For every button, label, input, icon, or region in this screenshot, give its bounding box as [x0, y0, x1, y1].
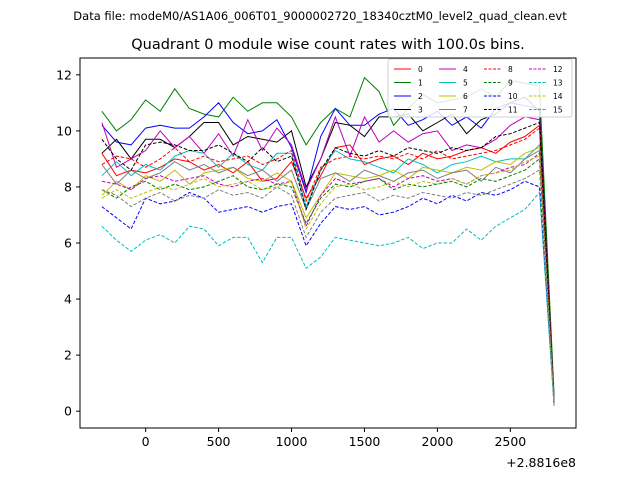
series-line-12	[101, 152, 555, 406]
legend-label-12: 12	[553, 65, 563, 74]
x-tick-label: 500	[207, 434, 231, 449]
y-tick-label: 6	[64, 236, 72, 251]
legend-label-3: 3	[418, 105, 423, 114]
series-line-11	[101, 121, 555, 406]
chart-suptitle: Data file: modeM0/AS1A06_006T01_90000027…	[73, 9, 567, 23]
series-line-0	[101, 124, 555, 403]
series-line-6	[101, 146, 555, 403]
y-tick-label: 0	[64, 404, 72, 419]
series-line-8	[101, 127, 555, 403]
legend-label-0: 0	[418, 65, 423, 74]
legend-label-8: 8	[508, 65, 513, 74]
legend-label-1: 1	[418, 78, 423, 87]
plot-area	[101, 76, 555, 406]
y-tick-label: 10	[56, 123, 72, 138]
legend-box	[387, 58, 573, 118]
series-line-4	[101, 115, 555, 403]
x-tick-label: 0	[142, 434, 150, 449]
legend-label-11: 11	[508, 105, 518, 114]
legend-label-4: 4	[463, 65, 468, 74]
x-tick-label: 2000	[422, 434, 454, 449]
series-line-9	[101, 157, 555, 403]
chart-title: Quadrant 0 module wise count rates with …	[131, 37, 525, 53]
series-line-14	[101, 155, 555, 406]
x-tick-label: 1000	[276, 434, 308, 449]
legend-label-7: 7	[463, 105, 468, 114]
x-offset-label: +2.8816e8	[506, 455, 576, 470]
x-tick-label: 2500	[494, 434, 526, 449]
series-line-13	[101, 191, 555, 406]
legend-label-9: 9	[508, 78, 513, 87]
series-line-5	[101, 143, 555, 403]
x-tick-label: 1500	[349, 434, 381, 449]
y-tick-label: 12	[56, 67, 72, 82]
legend-label-5: 5	[463, 78, 468, 87]
y-tick-label: 4	[64, 292, 72, 307]
series-line-2	[101, 102, 555, 403]
series-line-15	[101, 169, 555, 406]
legend-label-6: 6	[463, 92, 468, 101]
y-tick-label: 8	[64, 179, 72, 194]
y-axis: 0 2 4 6 8 10 12	[56, 67, 80, 419]
legend-label-2: 2	[418, 92, 423, 101]
x-axis: 0 500 1000 1500 2000 2500	[142, 428, 526, 449]
legend-label-10: 10	[508, 92, 518, 101]
legend-label-13: 13	[553, 78, 563, 87]
legend-label-15: 15	[553, 105, 563, 114]
y-tick-label: 2	[64, 348, 72, 363]
legend-label-14: 14	[553, 92, 563, 101]
